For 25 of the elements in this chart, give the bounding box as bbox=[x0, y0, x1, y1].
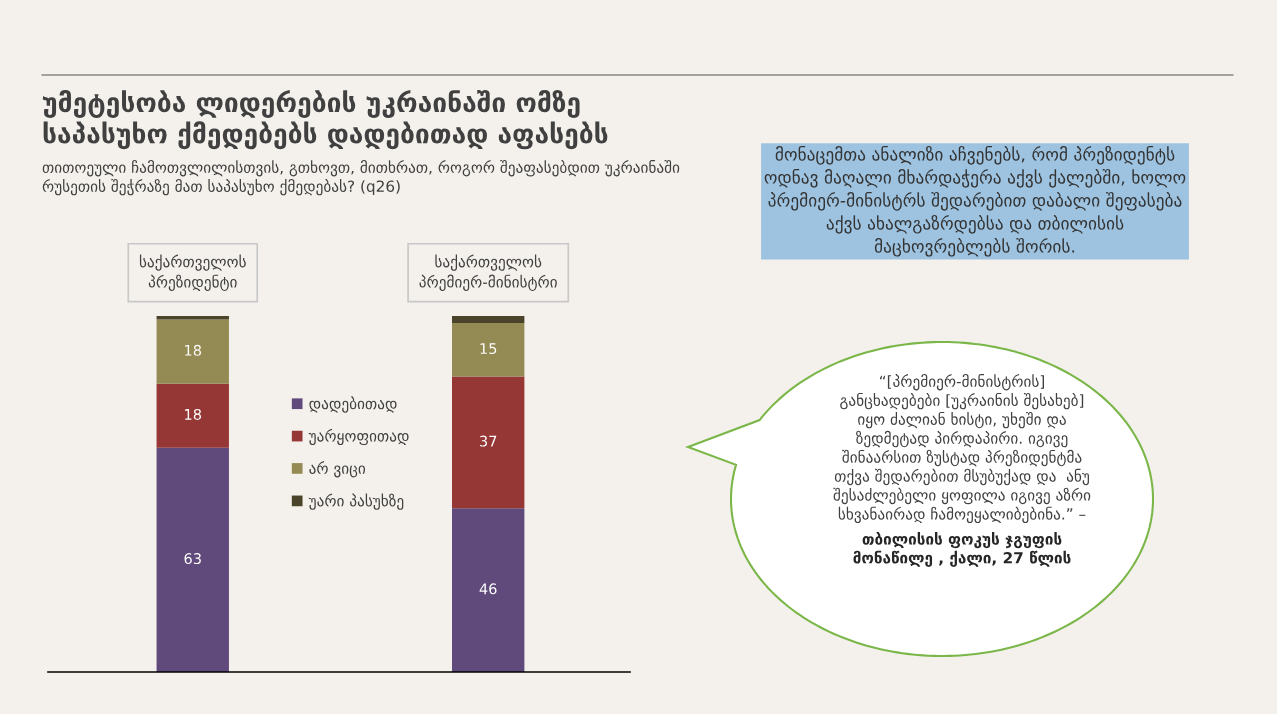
chart-subtitle: თითოეული ჩამოთვლილისთვის, გთხოვთ, მითხრათ, როგორ შეაფასებდით უკრაინაში რუსეთის შეჭრაზე მათ საპასუხო ქმედებას? (q26) bbox=[42, 160, 680, 196]
chart-title: უმეტესობა ლიდერების უკრაინაში ომზე საპასუხო ქმედებებს დადებითად აფასებს bbox=[42, 90, 608, 150]
data-label: 37 bbox=[480, 435, 497, 447]
x-tick-label: საქართველოს პრემიერ-მინისტრი bbox=[419, 254, 557, 291]
bar bbox=[156, 383, 229, 448]
legend-label: უარყოფითად bbox=[308, 428, 409, 446]
bar bbox=[156, 319, 229, 384]
data-label: 46 bbox=[479, 583, 497, 595]
data-label: 18 bbox=[185, 344, 202, 356]
text: თბილისის ფოკუს ჯგუფის მონაწილე , ქალი, 27 წლის bbox=[853, 532, 1071, 567]
data-label: 63 bbox=[184, 553, 201, 565]
legend-label: დადებითად bbox=[309, 396, 397, 413]
bar bbox=[452, 316, 525, 324]
text: “[პრემიერ-მინისტრის] განცხადებები [უკრაინის შესახებ] იყო ძალიან ხისტი, უხეში და ზედმეტად პირდაპირი. იგივე შინაარსით ზუსტად პრეზიდენტმა თქვა შედარებით მსუბუქად და ანუ შესაძლებელი ყოფილა იგივე აზრი სხვანაირად ჩამოეყალიბებინა.” – bbox=[833, 374, 1091, 524]
bar bbox=[452, 376, 525, 509]
bar bbox=[452, 508, 525, 672]
bar bbox=[452, 323, 525, 377]
data-label: 15 bbox=[480, 343, 497, 355]
bar bbox=[156, 447, 229, 672]
data-label: 18 bbox=[185, 408, 202, 420]
text: მონაცემთა ანალიზი აჩვენებს, რომ პრეზიდენტს ოდნავ მაღალი მხარდაჭერა აქვს ქალებში, ხოლო პრემიერ-მინისტრს შედარებით დაბალი შეფასება აქვს ახალგაზრდებსა და თბილისის მაცხოვრებლებს შორის. bbox=[764, 146, 1186, 257]
legend-label: არ ვიცი bbox=[309, 461, 366, 478]
x-tick-label: საქართველოს პრეზიდენტი bbox=[139, 254, 246, 291]
bar bbox=[156, 316, 229, 320]
legend-label: უარი პასუხზე bbox=[308, 493, 404, 510]
